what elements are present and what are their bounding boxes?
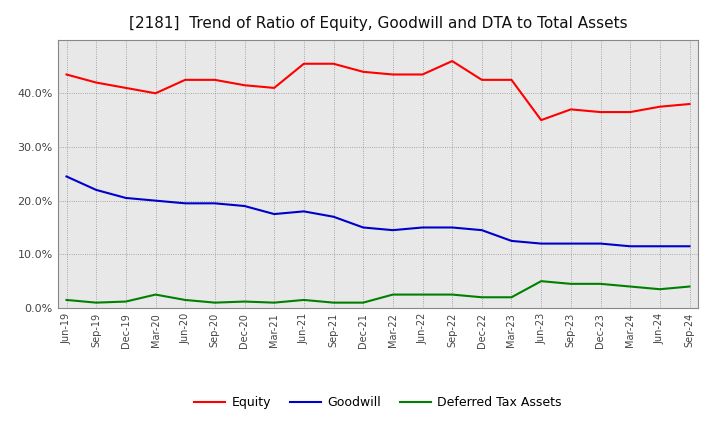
Equity [240,83,249,88]
Goodwill [270,211,279,216]
Equity [389,72,397,77]
Equity [596,110,605,115]
Deferred Tax Assets [537,279,546,284]
Deferred Tax Assets [655,286,664,292]
Deferred Tax Assets [151,292,160,297]
Goodwill [507,238,516,244]
Deferred Tax Assets [448,292,456,297]
Goodwill [389,227,397,233]
Goodwill [240,203,249,209]
Goodwill [210,201,219,206]
Deferred Tax Assets [685,284,694,289]
Equity [448,59,456,64]
Line: Deferred Tax Assets: Deferred Tax Assets [66,281,690,303]
Deferred Tax Assets [507,295,516,300]
Equity [270,85,279,91]
Equity [567,107,575,112]
Deferred Tax Assets [300,297,308,303]
Goodwill [151,198,160,203]
Deferred Tax Assets [92,300,101,305]
Goodwill [122,195,130,201]
Line: Goodwill: Goodwill [66,176,690,246]
Goodwill [92,187,101,193]
Goodwill [626,244,634,249]
Equity [655,104,664,109]
Goodwill [181,201,189,206]
Equity [359,69,367,74]
Goodwill [685,244,694,249]
Equity [181,77,189,82]
Equity [62,72,71,77]
Deferred Tax Assets [329,300,338,305]
Goodwill [477,227,486,233]
Legend: Equity, Goodwill, Deferred Tax Assets: Equity, Goodwill, Deferred Tax Assets [189,392,567,414]
Equity [300,61,308,66]
Equity [122,85,130,91]
Deferred Tax Assets [122,299,130,304]
Title: [2181]  Trend of Ratio of Equity, Goodwill and DTA to Total Assets: [2181] Trend of Ratio of Equity, Goodwil… [129,16,627,32]
Deferred Tax Assets [626,284,634,289]
Equity [507,77,516,82]
Equity [92,80,101,85]
Goodwill [359,225,367,230]
Equity [151,91,160,96]
Equity [329,61,338,66]
Deferred Tax Assets [596,281,605,286]
Goodwill [537,241,546,246]
Goodwill [448,225,456,230]
Deferred Tax Assets [62,297,71,303]
Equity [210,77,219,82]
Deferred Tax Assets [359,300,367,305]
Equity [537,117,546,123]
Equity [477,77,486,82]
Deferred Tax Assets [240,299,249,304]
Deferred Tax Assets [477,295,486,300]
Equity [685,101,694,106]
Deferred Tax Assets [210,300,219,305]
Goodwill [596,241,605,246]
Deferred Tax Assets [389,292,397,297]
Equity [626,110,634,115]
Line: Equity: Equity [66,61,690,120]
Deferred Tax Assets [181,297,189,303]
Goodwill [62,174,71,179]
Equity [418,72,427,77]
Deferred Tax Assets [270,300,279,305]
Goodwill [329,214,338,220]
Goodwill [567,241,575,246]
Deferred Tax Assets [567,281,575,286]
Goodwill [300,209,308,214]
Goodwill [418,225,427,230]
Deferred Tax Assets [418,292,427,297]
Goodwill [655,244,664,249]
